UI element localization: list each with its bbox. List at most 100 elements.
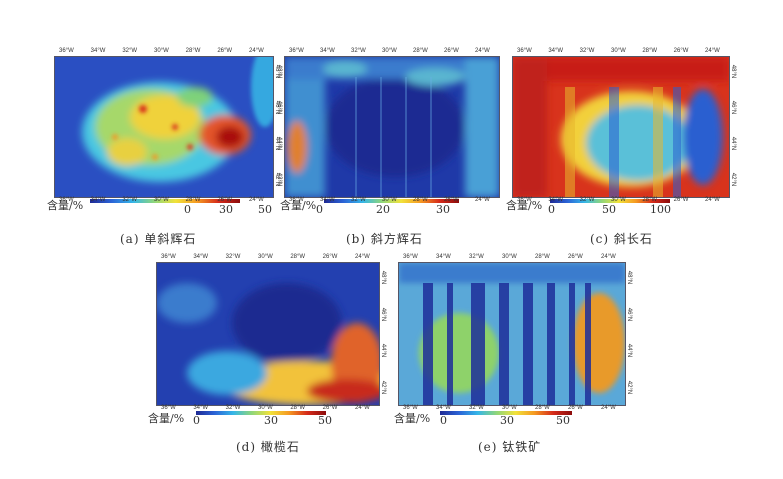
bottom-tick-a: 32°W (122, 197, 138, 203)
heatmap-b (285, 57, 499, 197)
legend-label-c: 含量/% (506, 199, 543, 212)
top-tick-d: 34°W (193, 254, 209, 260)
top-tick-e: 24°W (601, 254, 616, 260)
colorbar-value-e: 0 (440, 414, 447, 427)
top-tick-d: 28°W (290, 254, 306, 260)
top-tick-b: 30°W (382, 48, 397, 54)
side-tick-b: 48°N (276, 64, 283, 79)
top-tick-a: 30°W (154, 48, 169, 54)
colorbar-value-b: 30 (436, 203, 450, 216)
top-tick-c: 34°W (548, 48, 564, 54)
colorbar-a (90, 199, 240, 203)
caption-e: (e) 钛铁矿 (478, 440, 542, 454)
bottom-tick-e: 32°W (469, 405, 484, 411)
side-tick-c: 46°N (730, 100, 737, 115)
top-tick-e: 34°W (436, 254, 451, 260)
top-tick-b: 34°W (320, 48, 335, 54)
side-tick-b: 44°N (276, 136, 283, 151)
top-tick-e: 32°W (469, 254, 484, 260)
bottom-tick-d: 36°W (161, 405, 176, 411)
colorbar-value-b: 0 (316, 203, 323, 216)
top-tick-b: 26°W (444, 48, 459, 54)
bottom-tick-d: 24°W (355, 405, 370, 411)
bottom-tick-e: 34°W (436, 405, 451, 411)
bottom-tick-d: 32°W (225, 405, 241, 411)
bottom-tick-a: 28°W (185, 197, 201, 203)
bottom-tick-b: 32°W (351, 197, 366, 203)
bottom-tick-b: 28°W (413, 197, 428, 203)
top-tick-d: 26°W (322, 254, 338, 260)
map-olivine (156, 262, 380, 406)
map-ilmenite (398, 262, 626, 406)
colorbar-e (440, 411, 572, 415)
colorbar-value-a: 0 (184, 203, 191, 216)
colorbar-value-e: 30 (500, 414, 514, 427)
bottom-tick-c: 34°W (548, 197, 564, 203)
map-plagioclase (512, 56, 730, 198)
top-tick-a: 36°W (59, 48, 74, 54)
side-tick-e: 46°N (626, 307, 633, 321)
side-tick-c: 42°N (730, 172, 737, 187)
colorbar-value-d: 0 (193, 414, 200, 427)
side-tick-e: 42°N (626, 380, 633, 395)
side-tick-d: 48°N (380, 270, 387, 285)
bottom-tick-a: 26°W (217, 197, 233, 203)
bottom-tick-d: 28°W (290, 405, 306, 411)
legend-label-a: 含量/% (47, 199, 84, 212)
top-tick-a: 32°W (122, 48, 138, 54)
top-tick-a: 26°W (217, 48, 233, 54)
side-tick-d: 44°N (380, 344, 387, 358)
bottom-tick-c: 24°W (705, 197, 720, 203)
caption-b: (b) 斜方辉石 (346, 232, 423, 246)
bottom-tick-c: 36°W (517, 197, 532, 203)
bottom-tick-e: 26°W (568, 405, 583, 411)
side-tick-d: 46°N (380, 307, 387, 321)
caption-c: (c) 斜长石 (590, 232, 653, 246)
top-tick-c: 30°W (611, 48, 626, 54)
colorbar-value-b: 20 (376, 203, 390, 216)
top-tick-e: 30°W (502, 254, 517, 260)
caption-a: (a) 单斜辉石 (120, 232, 197, 246)
top-tick-a: 34°W (90, 48, 106, 54)
legend-label-b: 含量/% (280, 199, 317, 212)
heatmap-d (157, 263, 379, 405)
top-tick-d: 24°W (355, 254, 370, 260)
bottom-tick-c: 28°W (642, 197, 658, 203)
colorbar-value-a: 50 (258, 203, 272, 216)
side-tick-c: 44°N (730, 136, 737, 151)
top-tick-d: 36°W (161, 254, 176, 260)
colorbar-b (324, 199, 459, 203)
bottom-tick-b: 36°W (289, 197, 304, 203)
top-tick-b: 36°W (289, 48, 304, 54)
bottom-tick-e: 28°W (535, 405, 550, 411)
top-tick-b: 24°W (475, 48, 490, 54)
top-tick-b: 32°W (351, 48, 366, 54)
colorbar-value-d: 30 (264, 414, 278, 427)
bottom-tick-c: 26°W (673, 197, 689, 203)
heatmap-a (55, 57, 273, 197)
bottom-tick-b: 30°W (382, 197, 397, 203)
colorbar-value-c: 0 (548, 203, 555, 216)
bottom-tick-b: 34°W (320, 197, 335, 203)
bottom-tick-e: 24°W (601, 405, 616, 411)
top-tick-b: 28°W (413, 48, 428, 54)
top-tick-e: 26°W (568, 254, 583, 260)
bottom-tick-a: 30°W (154, 197, 169, 203)
bottom-tick-d: 30°W (258, 405, 273, 411)
bottom-tick-e: 30°W (502, 405, 517, 411)
colorbar-d (196, 411, 326, 415)
bottom-tick-d: 34°W (193, 405, 209, 411)
colorbar-c (550, 199, 670, 203)
colorbar-value-e: 50 (556, 414, 570, 427)
caption-d: (d) 橄榄石 (236, 440, 300, 454)
colorbar-value-c: 100 (650, 203, 671, 216)
bottom-tick-a: 24°W (249, 197, 264, 203)
side-tick-d: 42°N (380, 380, 387, 395)
top-tick-c: 28°W (642, 48, 658, 54)
bottom-tick-b: 24°W (475, 197, 490, 203)
colorbar-value-c: 50 (602, 203, 616, 216)
top-tick-c: 24°W (705, 48, 720, 54)
top-tick-c: 32°W (579, 48, 595, 54)
side-tick-b: 42°N (276, 172, 283, 187)
colorbar-value-a: 30 (219, 203, 233, 216)
